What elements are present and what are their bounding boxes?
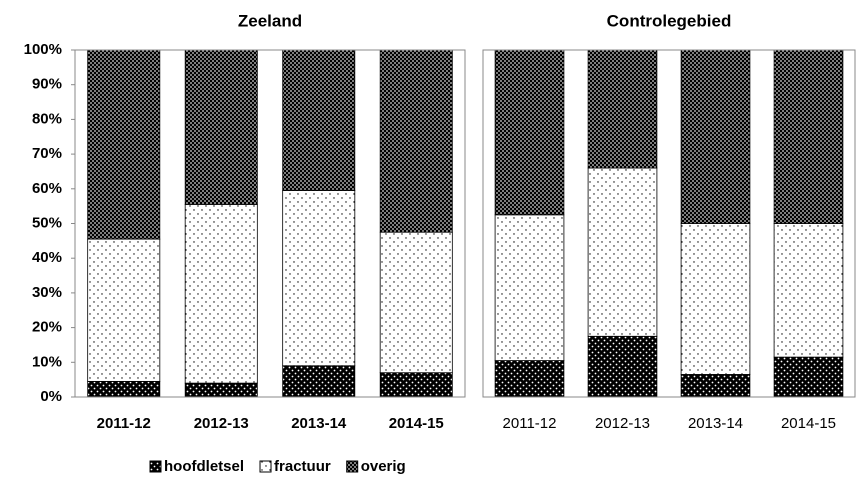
y-tick-label: 80% (32, 110, 62, 127)
legend-swatch (149, 460, 162, 473)
legend-swatch (259, 460, 272, 473)
legend-label: fractuur (274, 458, 331, 475)
legend-label: overig (361, 458, 406, 475)
y-tick-label: 70% (32, 145, 62, 162)
bar-segment (184, 382, 258, 398)
bar-segment (680, 49, 751, 224)
bar-segment (282, 365, 356, 398)
x-tick-label: 2012-13 (194, 415, 249, 432)
bar-segment (680, 374, 751, 398)
x-tick-label: 2014-15 (781, 415, 836, 432)
legend-label: hoofdletsel (164, 458, 244, 475)
x-tick-label: 2011-12 (503, 415, 557, 432)
x-tick-label: 2013-14 (291, 415, 347, 432)
y-tick-label: 10% (32, 353, 62, 370)
bar-segment (379, 49, 453, 233)
bar-segment (282, 190, 356, 367)
y-tick-label: 100% (24, 41, 62, 58)
bar-segment (494, 49, 565, 216)
bar-segment (87, 238, 161, 382)
bar-segment (773, 356, 844, 398)
bar-segment (773, 49, 844, 224)
bar-segment (184, 204, 258, 384)
bar-segment (87, 49, 161, 240)
bar-segment (379, 372, 453, 398)
bar-segment (379, 231, 453, 374)
x-tick-label: 2013-14 (688, 415, 743, 432)
y-tick-label: 90% (32, 76, 62, 93)
bar-segment (184, 49, 258, 205)
plot-frame (482, 49, 856, 398)
y-tick-label: 60% (32, 180, 62, 197)
bar-segment (494, 360, 565, 398)
bar-segment (282, 49, 356, 191)
bar-segment (587, 167, 658, 337)
y-tick-label: 40% (32, 249, 62, 266)
y-tick-label: 30% (32, 284, 62, 301)
bar-segment (87, 380, 161, 398)
bar-segment (773, 223, 844, 358)
bar-segment (494, 214, 565, 361)
y-tick-label: 50% (32, 214, 62, 231)
x-tick-label: 2011-12 (97, 415, 151, 432)
x-tick-label: 2014-15 (389, 415, 444, 432)
y-tick-label: 20% (32, 319, 62, 336)
plot-frame (74, 49, 466, 398)
y-tick-label: 0% (40, 388, 62, 405)
legend-swatch (346, 460, 359, 473)
chart-title: Controlegebied (607, 11, 732, 30)
bar-segment (587, 335, 658, 398)
bar-segment (587, 49, 658, 169)
x-tick-label: 2012-13 (595, 415, 650, 432)
chart-title: Zeeland (238, 11, 302, 30)
bar-segment (680, 223, 751, 375)
